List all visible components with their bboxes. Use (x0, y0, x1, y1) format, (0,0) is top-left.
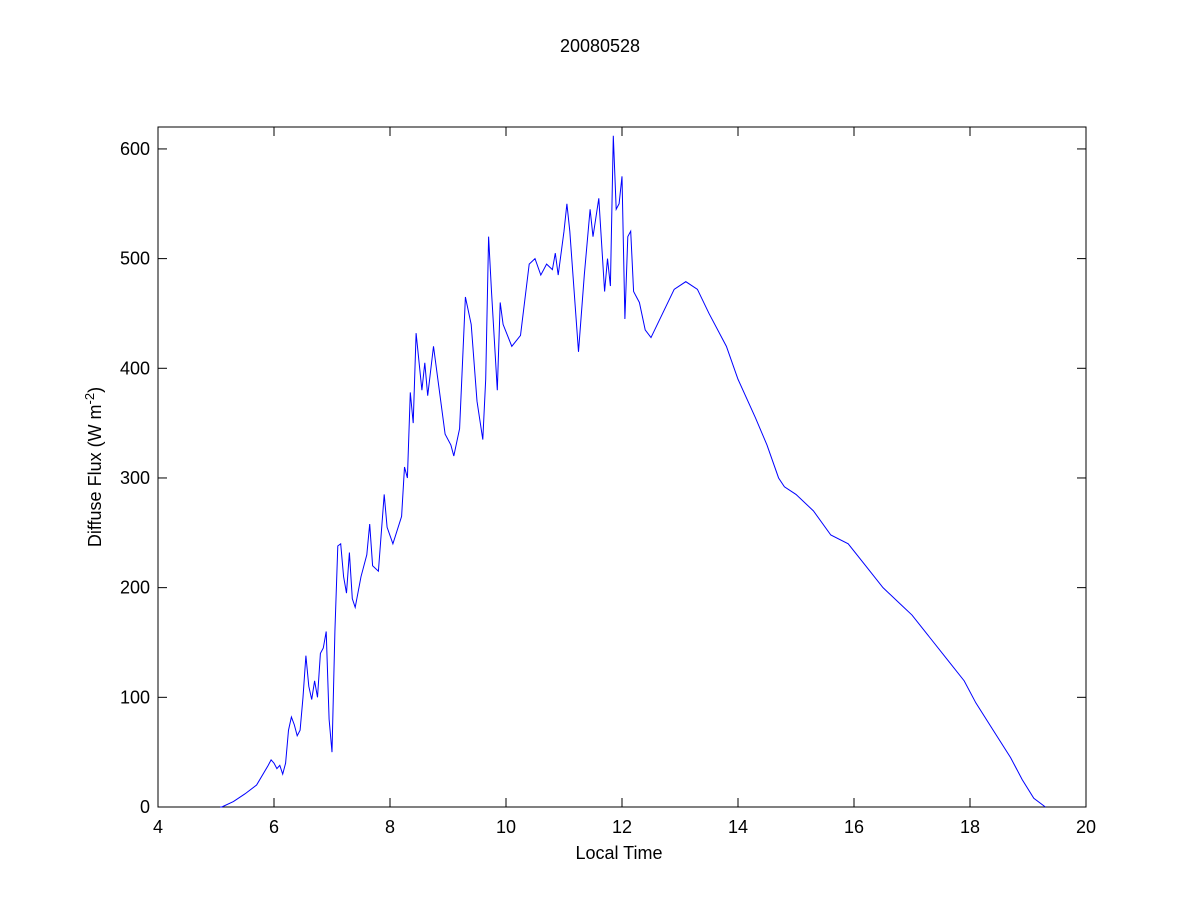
data-line (220, 135, 1046, 808)
y-label-superscript: -2 (82, 393, 97, 405)
axes-box (157, 126, 1087, 808)
y-tick-label: 100 (120, 687, 150, 707)
y-label-text: Diffuse Flux (W m (85, 404, 105, 547)
y-tick-label: 500 (120, 249, 150, 269)
y-tick-label: 0 (140, 797, 150, 817)
x-tick-label: 6 (269, 817, 279, 837)
y-tick-label: 600 (120, 139, 150, 159)
x-tick-label: 10 (496, 817, 516, 837)
y-label-suffix: ) (85, 387, 105, 393)
x-tick-label: 20 (1076, 817, 1096, 837)
y-tick-label: 300 (120, 468, 150, 488)
x-axis-label: Local Time (575, 843, 662, 863)
chart-title: 20080528 (560, 36, 640, 56)
x-tick-label: 14 (728, 817, 748, 837)
x-tick-label: 16 (844, 817, 864, 837)
x-tick-label: 4 (153, 817, 163, 837)
x-tick-label: 12 (612, 817, 632, 837)
y-tick-label: 200 (120, 578, 150, 598)
y-axis-label: Diffuse Flux (W m-2) (82, 387, 105, 547)
y-tick-label: 400 (120, 358, 150, 378)
x-tick-label: 18 (960, 817, 980, 837)
x-tick-label: 8 (385, 817, 395, 837)
